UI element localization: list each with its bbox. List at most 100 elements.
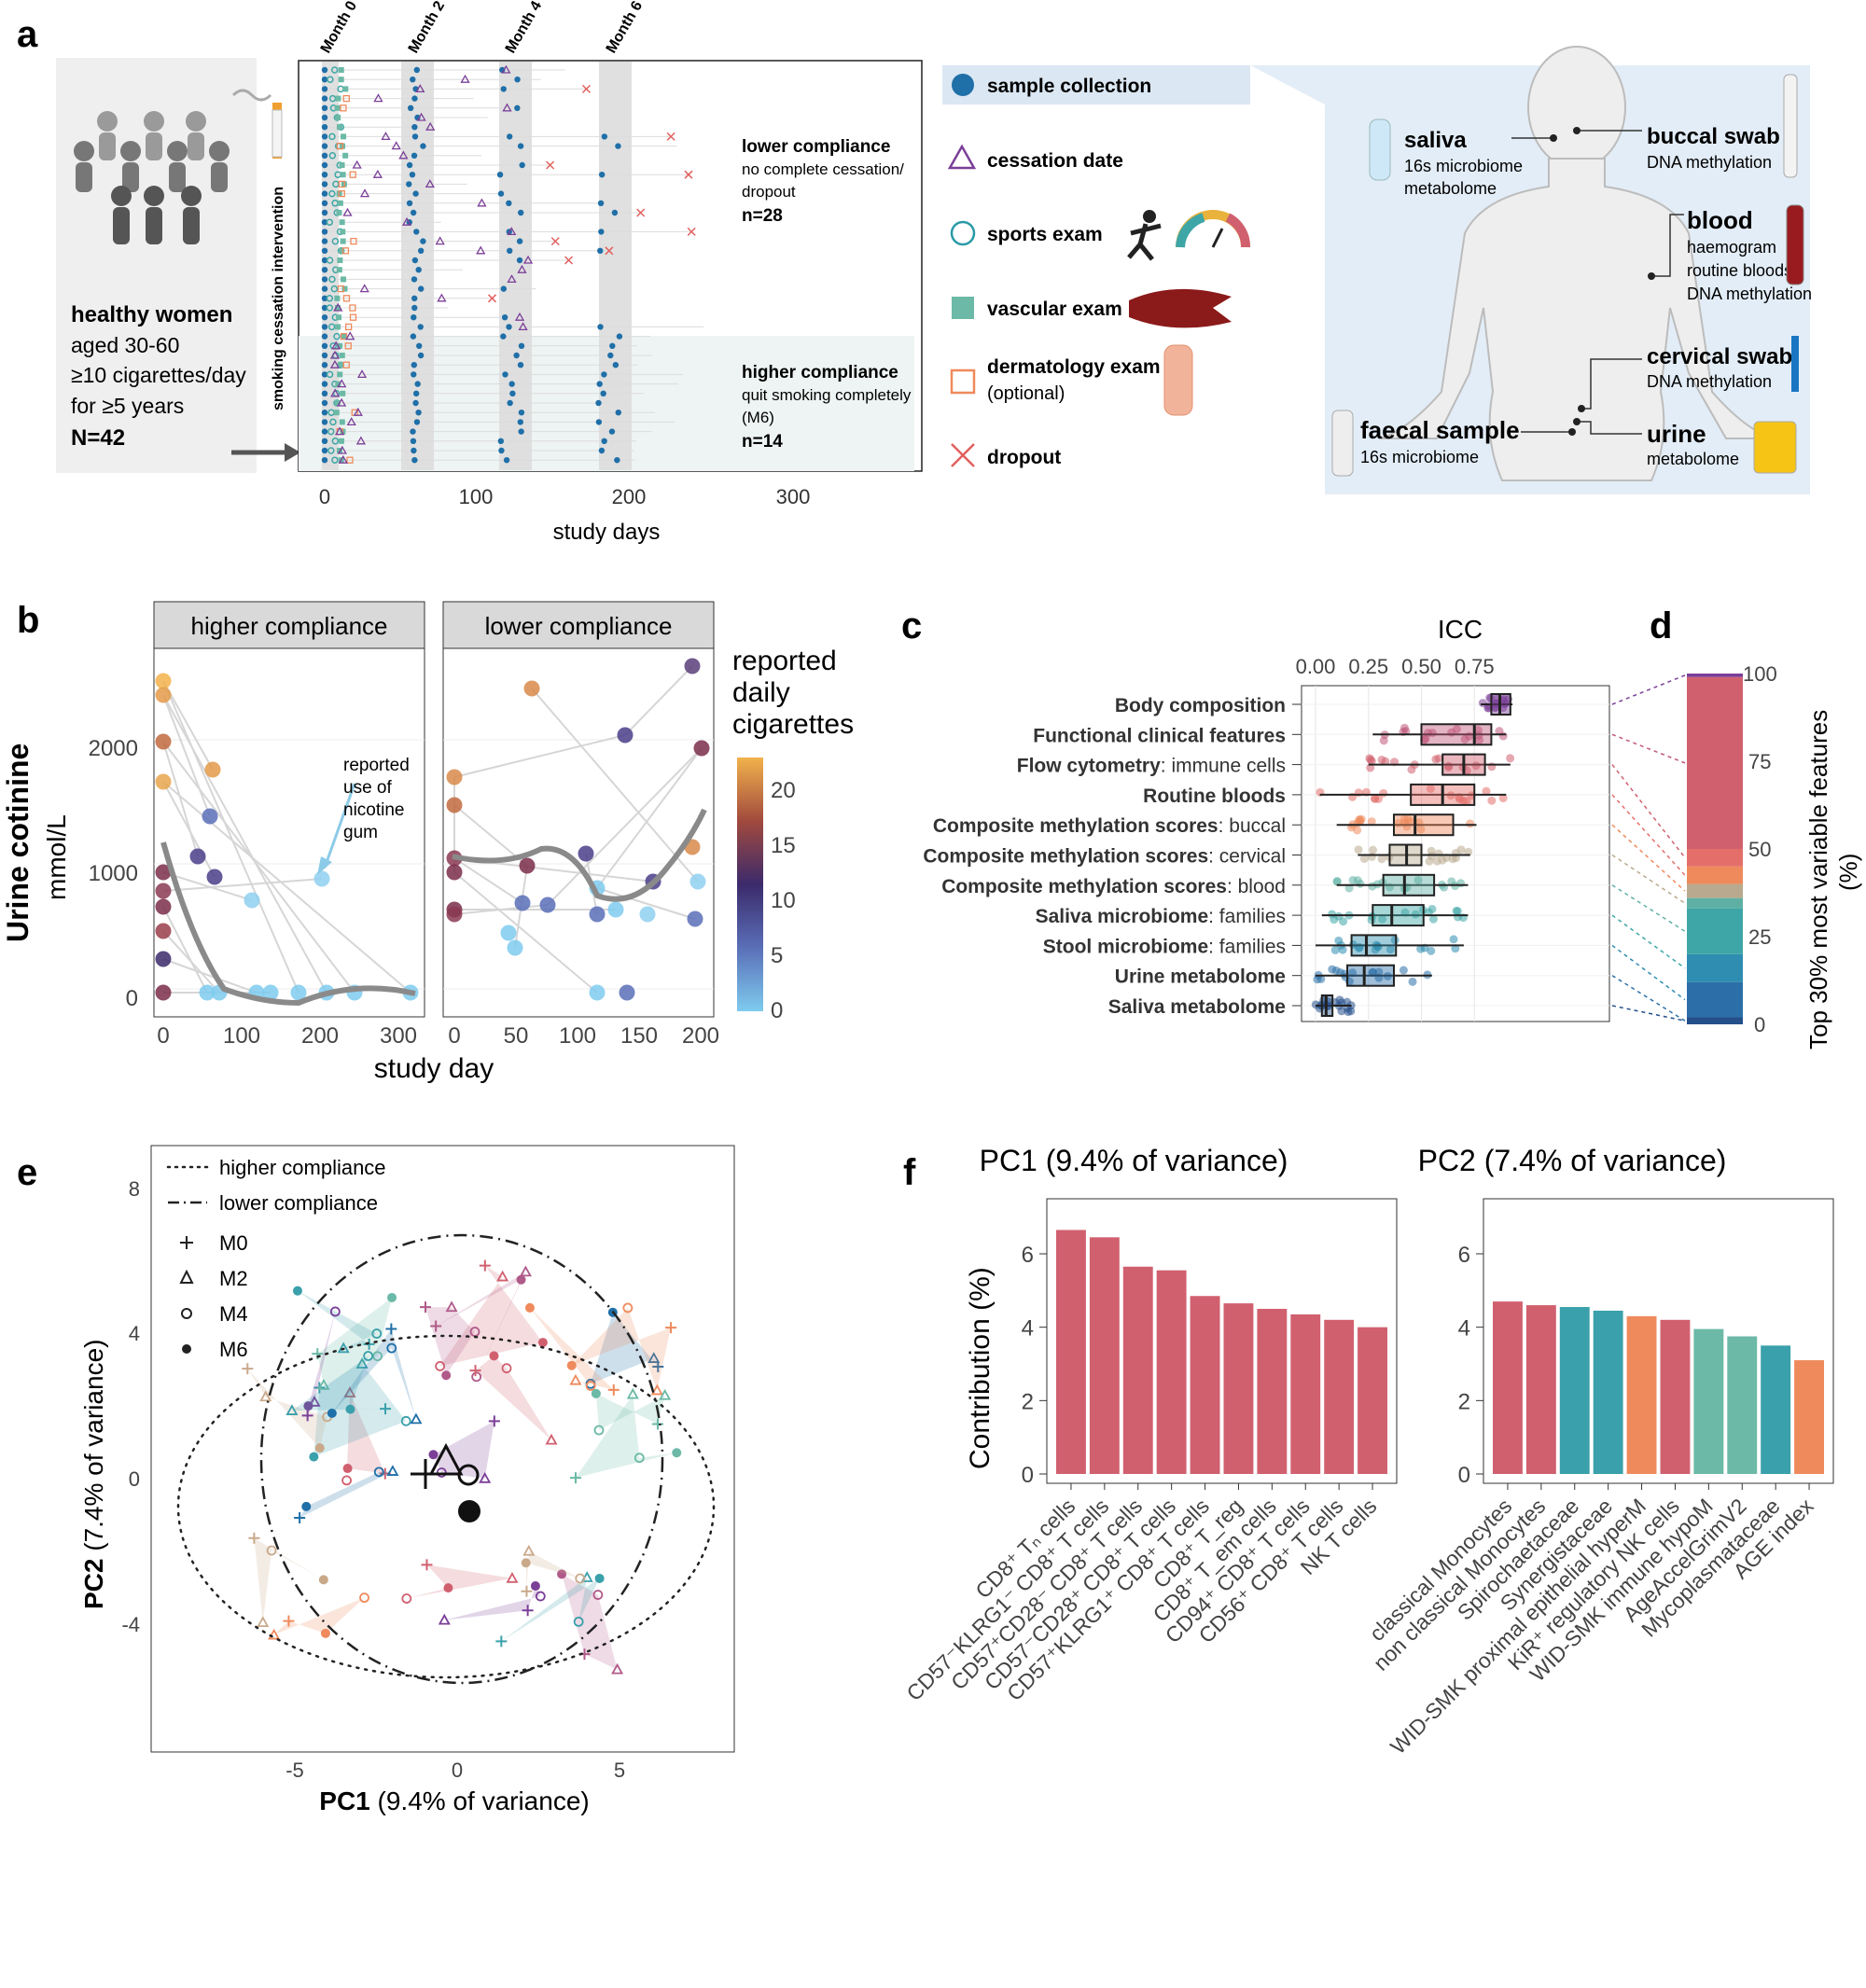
e-point-m4 bbox=[341, 1475, 352, 1486]
e-ytick-4: 4 bbox=[129, 1322, 140, 1345]
f-bar bbox=[1693, 1328, 1724, 1474]
sample-collection-mark bbox=[321, 181, 328, 188]
b-xtick-r200: 200 bbox=[682, 1023, 719, 1049]
c-point bbox=[1413, 875, 1423, 884]
sample-collection-mark bbox=[321, 276, 328, 283]
c-point bbox=[1316, 974, 1326, 983]
sample-collection-mark bbox=[614, 457, 620, 464]
e-y-label-rest: (7.4% of variance) bbox=[79, 1340, 108, 1559]
vascular-exam-mark bbox=[337, 342, 343, 349]
month-4-label: Month 4 bbox=[503, 0, 545, 56]
b-point bbox=[290, 984, 307, 1001]
b-cb-20: 20 bbox=[771, 778, 796, 803]
e-legend-m0: M0 bbox=[219, 1231, 248, 1255]
b-trajectory bbox=[162, 680, 214, 771]
b-annotation-arrowhead bbox=[317, 856, 332, 875]
saliva-line-1: 16s microbiome bbox=[1404, 157, 1523, 175]
c-point bbox=[1328, 910, 1337, 919]
f-ytick-label: 6 bbox=[1022, 1243, 1034, 1268]
sample-collection-mark bbox=[321, 66, 328, 74]
c-point bbox=[1453, 907, 1462, 916]
vascular-exam-mark bbox=[338, 362, 344, 368]
c-point bbox=[1355, 815, 1364, 825]
e-subject-hull bbox=[575, 1394, 677, 1479]
e-point-m6 bbox=[537, 1338, 548, 1348]
e-point-m4 bbox=[436, 1467, 447, 1478]
vascular-exam-mark bbox=[342, 152, 349, 159]
cessation-triangle-icon bbox=[947, 144, 977, 170]
e-centroid-m4 bbox=[457, 1464, 480, 1486]
timeline-x-label: study days bbox=[553, 520, 661, 545]
b-colorbar-ticks: 20 15 10 5 0 bbox=[771, 778, 796, 1023]
b-trajectory bbox=[453, 857, 523, 904]
dropout-mark bbox=[550, 237, 560, 246]
c-row-label-rest: : cervical bbox=[1208, 846, 1286, 868]
c-point bbox=[1368, 882, 1377, 891]
facet-strip-lower bbox=[442, 601, 715, 649]
e-point-m2 bbox=[308, 1395, 321, 1407]
sample-collection-mark bbox=[411, 257, 419, 264]
e-point-m2 bbox=[445, 1300, 458, 1313]
cessation-mark bbox=[359, 284, 369, 293]
sports-exam-mark bbox=[331, 237, 340, 245]
sample-collection-mark bbox=[406, 161, 413, 169]
b-trajectory bbox=[162, 958, 258, 994]
panel-label-d: d bbox=[1650, 605, 1672, 646]
f-bar bbox=[1156, 1270, 1187, 1474]
cohort-line-1: aged 30-60 bbox=[71, 333, 179, 357]
c-row-label-rest: : families bbox=[1208, 906, 1286, 927]
sample-collection-mark bbox=[598, 447, 606, 454]
e-point-m4 bbox=[401, 1593, 412, 1604]
sample-collection-mark bbox=[498, 447, 505, 454]
sample-collection-mark bbox=[506, 324, 512, 330]
sample-collection-mark bbox=[406, 200, 413, 206]
e-x-label-rest: (9.4% of variance) bbox=[370, 1786, 590, 1815]
sample-collection-mark bbox=[518, 428, 524, 435]
blood-title: blood bbox=[1687, 206, 1753, 234]
sports-exam-mark bbox=[328, 189, 336, 198]
d-segment bbox=[1687, 849, 1743, 867]
d-segment bbox=[1687, 674, 1743, 677]
sports-exam-mark bbox=[326, 218, 334, 226]
b-x-label: study day bbox=[374, 1053, 494, 1084]
c-row-label-bold: Body composition bbox=[1115, 695, 1286, 716]
vessel-icon bbox=[1129, 288, 1232, 328]
b-trajectory bbox=[162, 741, 355, 994]
c-point bbox=[1328, 965, 1337, 974]
d-stacked-bar bbox=[1687, 674, 1743, 1024]
sports-exam-mark bbox=[327, 76, 334, 83]
sample-collection-mark bbox=[410, 333, 417, 340]
legend-label-dropout: dropout bbox=[987, 447, 1061, 468]
c-point bbox=[1464, 847, 1473, 856]
c-row-label-bold: Routine bloods bbox=[1143, 785, 1286, 807]
b-smooth-lower bbox=[452, 808, 707, 902]
b-point bbox=[155, 883, 172, 899]
dropout-mark bbox=[687, 227, 696, 236]
c-point bbox=[1367, 915, 1376, 924]
d-tick-50: 50 bbox=[1748, 838, 1771, 861]
sample-collection-mark bbox=[321, 219, 328, 226]
vascular-exam-mark bbox=[335, 115, 341, 120]
c-row-label-bold: Functional clinical features bbox=[1033, 725, 1286, 746]
open-circle-icon bbox=[181, 1308, 192, 1319]
sample-collection-mark bbox=[496, 172, 504, 178]
sports-exam-mark bbox=[327, 427, 335, 436]
b-cb-10: 10 bbox=[771, 888, 796, 913]
vascular-exam-mark bbox=[341, 133, 347, 140]
b-point bbox=[155, 673, 172, 689]
dermatology-exam-mark bbox=[342, 361, 350, 368]
sample-collection-mark bbox=[500, 86, 507, 92]
sample-collection-mark bbox=[406, 181, 412, 188]
b-point bbox=[189, 848, 206, 865]
c-row-label-bold: Composite methylation scores bbox=[923, 846, 1208, 868]
d-connector bbox=[1611, 975, 1686, 1022]
e-subject-hull bbox=[595, 1393, 665, 1431]
e-point-m6 bbox=[292, 1286, 302, 1296]
sample-collection-mark bbox=[411, 457, 418, 464]
sample-collection-mark bbox=[500, 333, 507, 340]
b-point bbox=[514, 895, 531, 911]
c-row-label-bold: Stool microbiome bbox=[1043, 936, 1208, 957]
sample-collection-mark bbox=[413, 419, 421, 425]
b-point bbox=[539, 897, 556, 913]
facet-strip-higher bbox=[153, 601, 425, 649]
